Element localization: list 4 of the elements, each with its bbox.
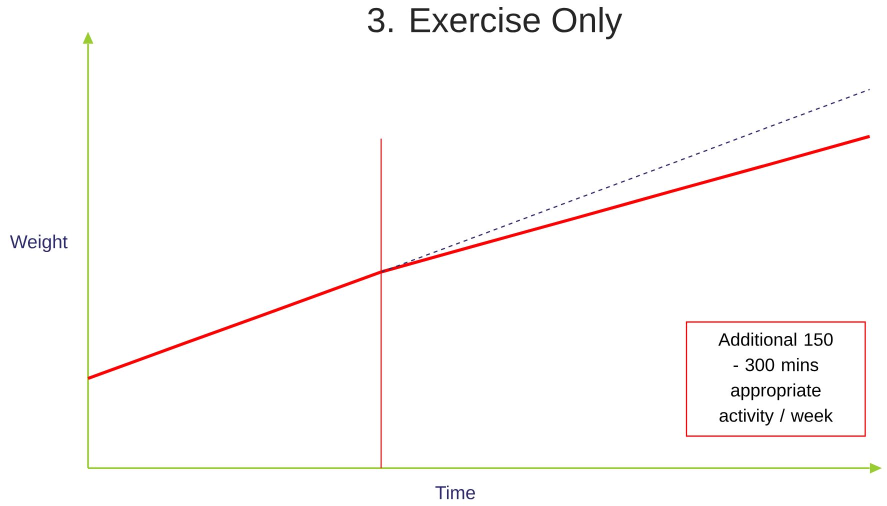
chart-title: 3. Exercise Only xyxy=(368,7,622,40)
annotation: Additional 150 - 300 mins appropriate activity / week xyxy=(718,332,833,426)
y-axis-title: Weight xyxy=(10,234,68,252)
x-axis-title: Time xyxy=(435,486,475,500)
